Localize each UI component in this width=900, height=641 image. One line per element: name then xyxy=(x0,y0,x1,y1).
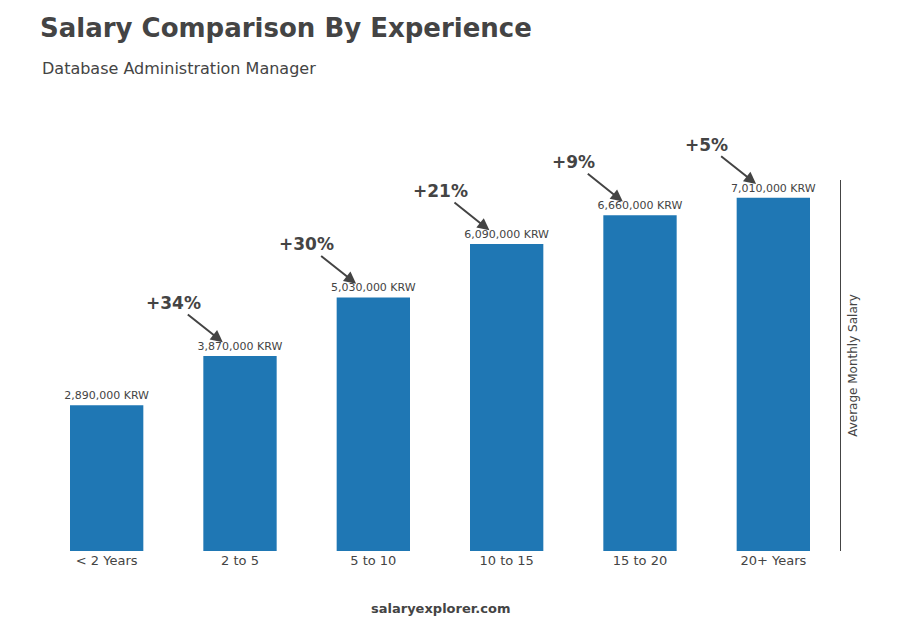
svg-text:salaryexplorer.com: salaryexplorer.com xyxy=(371,601,510,616)
svg-text:6,090,000 KRW: 6,090,000 KRW xyxy=(464,228,549,241)
svg-text:+9%: +9% xyxy=(552,152,595,172)
svg-text:5 to 10: 5 to 10 xyxy=(350,553,396,568)
svg-text:+5%: +5% xyxy=(685,135,728,155)
svg-text:+30%: +30% xyxy=(279,234,334,254)
svg-text:3,870,000 KRW: 3,870,000 KRW xyxy=(198,340,283,353)
svg-text:Salary Comparison By Experienc: Salary Comparison By Experience xyxy=(40,13,532,43)
svg-text:+21%: +21% xyxy=(413,181,468,201)
svg-text:Database Administration Manage: Database Administration Manager xyxy=(42,59,316,78)
svg-text:+34%: +34% xyxy=(146,293,201,313)
svg-text:7,010,000 KRW: 7,010,000 KRW xyxy=(731,182,816,195)
svg-text:20+ Years: 20+ Years xyxy=(740,553,806,568)
svg-text:5,030,000 KRW: 5,030,000 KRW xyxy=(331,281,416,294)
svg-text:Average Monthly Salary: Average Monthly Salary xyxy=(846,294,860,437)
svg-text:15 to 20: 15 to 20 xyxy=(613,553,667,568)
svg-text:6,660,000 KRW: 6,660,000 KRW xyxy=(598,199,683,212)
svg-text:2 to 5: 2 to 5 xyxy=(221,553,259,568)
svg-text:2,890,000 KRW: 2,890,000 KRW xyxy=(64,389,149,402)
svg-text:< 2 Years: < 2 Years xyxy=(76,553,138,568)
svg-text:10 to 15: 10 to 15 xyxy=(479,553,533,568)
